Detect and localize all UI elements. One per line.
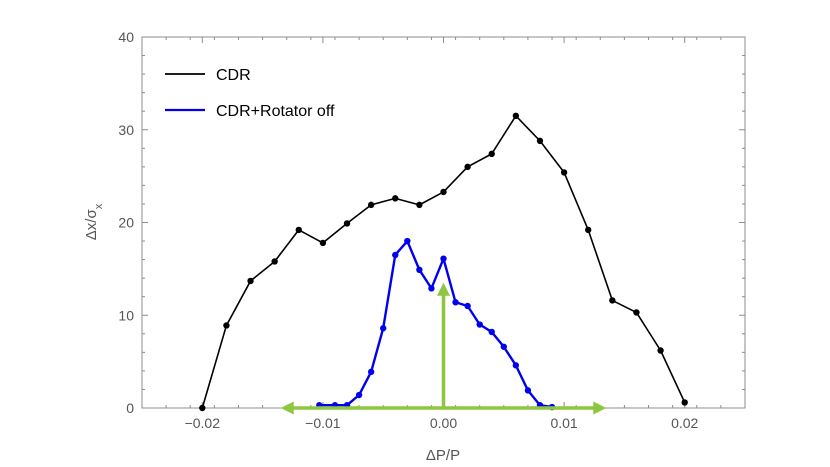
data-point-cdr-rotator-off — [416, 266, 423, 274]
data-point-cdr — [271, 258, 278, 265]
data-point-cdr — [367, 201, 375, 209]
data-point-cdr-rotator-off — [367, 368, 375, 376]
x-tick-label: −0.01 — [305, 415, 341, 431]
data-point-cdr — [440, 188, 447, 196]
x-tick-label: 0.01 — [550, 415, 577, 431]
ticks — [141, 36, 746, 409]
y-tick-label: 0 — [126, 400, 134, 416]
data-point-cdr — [343, 220, 351, 227]
data-point-cdr — [247, 277, 254, 285]
data-point-cdr-rotator-off — [512, 362, 520, 369]
data-point-cdr — [633, 309, 640, 316]
series-layer — [199, 112, 688, 412]
data-point-cdr-rotator-off — [392, 251, 399, 259]
y-tick-label: 10 — [118, 307, 134, 323]
data-point-cdr-rotator-off — [488, 328, 495, 336]
data-point-cdr-rotator-off — [500, 343, 507, 350]
horizontal-arrow-right-head — [593, 401, 607, 415]
data-point-cdr-rotator-off — [524, 387, 532, 394]
data-point-cdr — [319, 239, 327, 247]
data-point-cdr-rotator-off — [476, 321, 483, 328]
x-tick-label: 0.02 — [671, 415, 698, 431]
data-point-cdr — [416, 201, 423, 209]
series-line-cdr-rotator-off — [319, 239, 553, 409]
data-point-cdr — [488, 150, 495, 158]
data-point-cdr-rotator-off — [452, 299, 459, 306]
data-point-cdr — [392, 195, 399, 202]
x-tick-label: 0.00 — [430, 415, 457, 431]
data-point-cdr-rotator-off — [440, 255, 447, 262]
data-point-cdr — [560, 169, 568, 176]
data-point-cdr-rotator-off — [428, 285, 435, 292]
legend-label-rotator-off: CDR+Rotator off — [216, 103, 335, 120]
vertical-arrow-head — [437, 282, 450, 296]
y-tick-label: 40 — [118, 29, 134, 45]
legend-label-cdr: CDR — [216, 67, 251, 84]
data-point-cdr — [585, 226, 592, 234]
data-point-cdr — [681, 399, 688, 406]
data-point-cdr-rotator-off — [404, 237, 411, 245]
data-point-cdr — [295, 226, 302, 234]
data-point-cdr — [223, 322, 230, 329]
annotation-layer — [280, 282, 607, 415]
data-point-cdr-rotator-off — [355, 391, 363, 399]
data-point-cdr-rotator-off — [380, 325, 387, 332]
data-point-cdr-rotator-off — [464, 302, 471, 310]
data-point-cdr — [199, 404, 206, 412]
x-tick-label: −0.02 — [185, 415, 221, 431]
data-point-cdr — [609, 297, 616, 304]
y-axis-label: Δx/σx — [83, 203, 105, 240]
x-axis-label: ΔP/P — [426, 447, 460, 464]
data-point-cdr — [464, 163, 471, 171]
data-point-cdr — [657, 347, 664, 354]
tick-labels: −0.02 −0.01 0.00 0.01 0.02 0 10 20 30 40 — [118, 29, 698, 431]
horizontal-arrow-left-head — [280, 401, 294, 415]
data-point-cdr — [512, 112, 520, 120]
data-point-cdr — [536, 137, 544, 145]
legend: CDR CDR+Rotator off — [165, 67, 335, 120]
y-tick-label: 30 — [118, 122, 134, 138]
y-tick-label: 20 — [118, 215, 134, 231]
